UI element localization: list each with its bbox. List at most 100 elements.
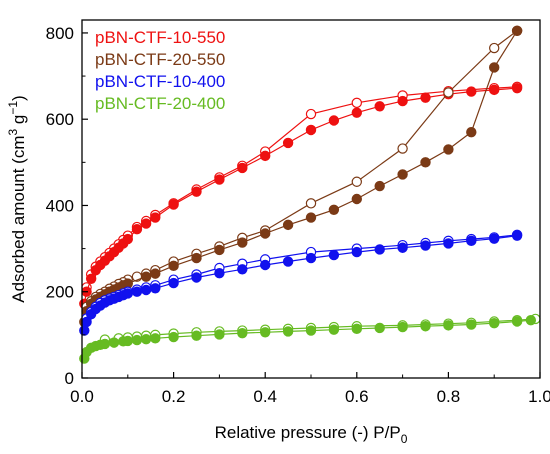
y-axis-title-sup1: 3 — [6, 128, 20, 135]
series-pBN-CTF-20-400 — [79, 313, 541, 364]
adsorption-point — [260, 259, 271, 271]
legend-entry: pBN-CTF-20-550 — [95, 50, 225, 69]
adsorption-point — [214, 174, 225, 185]
adsorption-point — [237, 327, 248, 339]
adsorption-point — [191, 272, 202, 283]
adsorption-point — [397, 95, 408, 107]
adsorption-point — [214, 244, 225, 256]
adsorption-point — [150, 268, 161, 279]
adsorption-point — [140, 333, 152, 345]
desorption-point — [397, 143, 408, 154]
adsorption-point — [131, 286, 143, 297]
adsorption-point — [122, 335, 134, 347]
adsorption-point — [511, 230, 523, 241]
adsorption-point — [443, 238, 454, 249]
adsorption-point — [191, 186, 202, 197]
adsorption-point — [140, 218, 152, 229]
adsorption-point — [511, 316, 523, 327]
x-tick-label: 0.0 — [70, 387, 94, 406]
desorption-point — [351, 176, 362, 187]
ticks-layer: 0.0 0.2 0.4 0.6 0.8 1.0 0 200 400 600 800 — [46, 24, 550, 406]
adsorption-point — [466, 126, 477, 138]
adsorption-point — [489, 318, 500, 329]
y-tick-label: 0 — [65, 369, 74, 388]
adsorption-point — [328, 204, 340, 215]
x-tick-label: 1.0 — [528, 387, 550, 406]
adsorption-point — [150, 333, 161, 344]
adsorption-point — [305, 124, 317, 136]
y-axis-title-main: Adsorbed amount (cm — [9, 135, 28, 302]
adsorption-point — [140, 284, 152, 296]
adsorption-point — [466, 235, 477, 247]
desorption-point — [305, 198, 317, 209]
series-layer — [79, 25, 541, 364]
desorption-point — [351, 97, 362, 109]
adsorption-point — [374, 244, 385, 255]
adsorption-point — [108, 337, 120, 348]
adsorption-point — [374, 322, 385, 334]
adsorption-point — [397, 321, 408, 333]
adsorption-point — [305, 325, 317, 336]
y-axis-title-mid: g — [9, 115, 28, 129]
adsorption-point — [282, 219, 294, 231]
adsorption-point — [374, 180, 385, 192]
adsorption-point — [122, 288, 134, 299]
adsorption-point — [168, 199, 179, 210]
adsorption-point — [237, 162, 248, 174]
adsorption-point — [150, 212, 161, 223]
adsorption-point — [374, 101, 385, 112]
adsorption-point — [131, 334, 143, 346]
y-tick-label: 600 — [46, 110, 74, 129]
y-axis-title: Adsorbed amount (cm3 g−1) — [6, 95, 28, 302]
x-tick-label: 0.4 — [253, 387, 277, 406]
adsorption-point — [466, 319, 477, 330]
adsorption-point — [305, 212, 317, 223]
adsorption-point — [282, 137, 294, 149]
legend: pBN-CTF-10-550 pBN-CTF-20-550 pBN-CTF-10-4… — [95, 28, 225, 113]
adsorption-point — [99, 338, 111, 350]
desorption-point — [489, 42, 500, 54]
x-tick-label: 0.6 — [345, 387, 369, 406]
adsorption-point — [237, 237, 248, 248]
adsorption-point — [305, 252, 317, 264]
adsorption-point — [351, 246, 362, 258]
x-tick-label: 0.2 — [162, 387, 186, 406]
adsorption-point — [122, 233, 134, 245]
adsorption-point — [489, 84, 500, 96]
adsorption-point — [443, 144, 454, 155]
y-axis-title-end: ) — [9, 95, 28, 101]
adsorption-point — [397, 169, 408, 180]
adsorption-point — [525, 315, 537, 326]
adsorption-point — [351, 193, 362, 205]
adsorption-point — [420, 321, 431, 332]
adsorption-point — [328, 324, 340, 335]
adsorption-point — [397, 242, 408, 253]
adsorption-point — [420, 157, 431, 168]
adsorption-point — [489, 233, 500, 244]
adsorption-point — [168, 260, 179, 272]
adsorption-point — [420, 92, 431, 103]
adsorption-point — [260, 228, 271, 239]
legend-entry: pBN-CTF-20-400 — [95, 94, 225, 113]
adsorption-point — [282, 256, 294, 267]
adsorption-point — [150, 283, 161, 294]
adsorption-point — [511, 82, 523, 94]
adsorption-point — [79, 325, 90, 336]
legend-entry: pBN-CTF-10-550 — [95, 28, 225, 47]
adsorption-point — [237, 264, 248, 275]
adsorption-point — [191, 252, 202, 264]
adsorption-point — [214, 329, 225, 340]
y-tick-label: 400 — [46, 196, 74, 215]
x-tick-label: 0.8 — [437, 387, 461, 406]
y-tick-label: 800 — [46, 24, 74, 43]
adsorption-point — [168, 331, 179, 343]
adsorption-point — [466, 86, 477, 97]
adsorption-point — [260, 327, 271, 338]
adsorption-point — [191, 330, 202, 341]
adsorption-point — [351, 107, 362, 118]
desorption-line — [86, 86, 518, 288]
adsorption-point — [282, 326, 294, 337]
adsorption-point — [168, 277, 179, 289]
